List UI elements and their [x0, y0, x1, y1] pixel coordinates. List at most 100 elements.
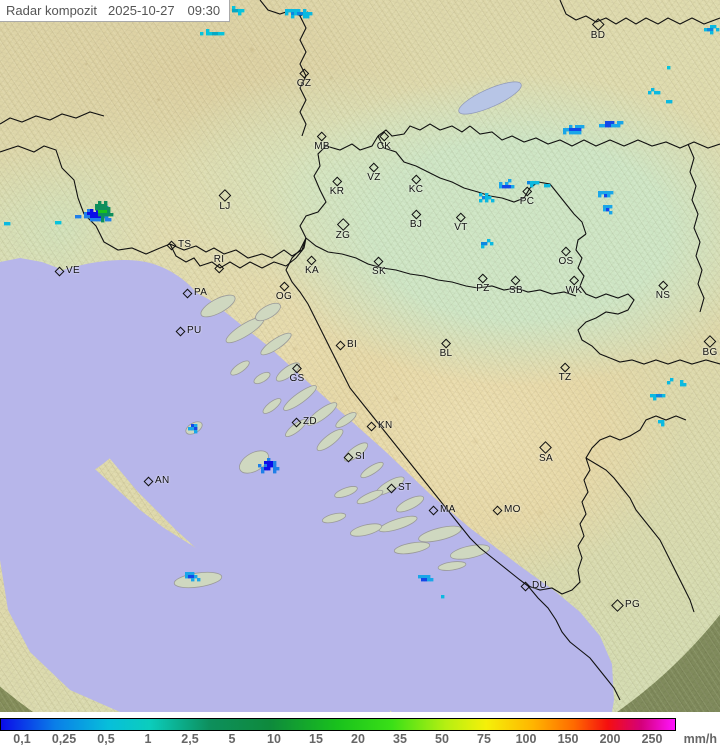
city-code-text: PA [194, 287, 208, 298]
city-code-text: TZ [558, 372, 572, 383]
title-bar: Radar kompozit 2025-10-27 09:30 [0, 0, 231, 22]
city-code-text: KR [329, 186, 345, 197]
city-label-sb[interactable]: SB [509, 275, 523, 296]
city-code-text: BJ [409, 219, 423, 230]
city-label-tz[interactable]: TZ [558, 362, 572, 383]
city-label-wk[interactable]: WK [565, 275, 583, 296]
city-marker-diamond-icon [369, 162, 379, 173]
radar-echo-cell [599, 121, 624, 128]
city-label-zd[interactable]: ZD [291, 417, 317, 427]
radar-echo-cell [55, 221, 62, 225]
city-label-du[interactable]: DU [520, 581, 547, 591]
city-marker-diamond-icon [428, 505, 439, 515]
radar-echo-layer [4, 6, 720, 599]
city-label-pz[interactable]: PZ [476, 273, 489, 294]
city-code-text: OG [275, 291, 293, 302]
city-label-vz[interactable]: VZ [367, 162, 380, 183]
city-label-pu[interactable]: PU [175, 326, 202, 336]
city-marker-diamond-icon [703, 335, 717, 348]
radar-echo-cell [258, 458, 280, 474]
city-label-kr[interactable]: KR [329, 176, 345, 197]
radar-echo-cell [285, 9, 313, 19]
city-marker-diamond-icon [299, 68, 309, 79]
city-label-sk[interactable]: SK [372, 256, 386, 277]
city-label-ma[interactable]: MA [428, 504, 456, 515]
city-code-text: VE [66, 265, 80, 276]
radar-echo-cell [704, 25, 720, 35]
city-label-si[interactable]: SI [343, 452, 365, 462]
radar-echo-cell [598, 191, 614, 198]
city-label-vt[interactable]: VT [454, 212, 467, 233]
legend-tick: 150 [557, 732, 579, 746]
city-marker-diamond-icon [175, 326, 186, 336]
legend-tick: 100 [515, 732, 537, 746]
radar-echo-cell [603, 205, 613, 215]
city-label-bd[interactable]: BD [591, 18, 606, 41]
city-label-ck[interactable]: CK [376, 131, 392, 152]
radar-echo-cell [667, 378, 674, 385]
city-label-bl[interactable]: BL [440, 338, 453, 359]
city-marker-diamond-icon [611, 598, 624, 612]
radar-echo-cell [648, 88, 661, 95]
city-code-text: MO [504, 504, 521, 515]
adriatic-sea [0, 81, 614, 712]
city-code-text: PC [519, 196, 535, 207]
city-marker-diamond-icon [658, 280, 668, 291]
city-label-ts[interactable]: TS [166, 240, 191, 250]
color-scale-bar [0, 718, 676, 731]
color-scale-gradient [1, 719, 675, 730]
city-marker-diamond-icon [143, 476, 154, 486]
radar-echo-cell [95, 201, 114, 223]
city-code-text: KC [408, 184, 424, 195]
city-code-text: SA [539, 453, 553, 464]
city-label-ri[interactable]: RI [214, 253, 225, 274]
city-label-os[interactable]: OS [558, 246, 573, 267]
city-label-lj[interactable]: LJ [218, 189, 232, 212]
city-label-ve[interactable]: VE [54, 265, 80, 276]
city-marker-diamond-icon [218, 189, 232, 202]
city-code-text: BI [347, 339, 358, 350]
city-code-text: WK [565, 285, 583, 296]
city-label-pg[interactable]: PG [611, 598, 641, 612]
city-code-text: SK [372, 266, 386, 277]
city-label-mo[interactable]: MO [492, 504, 521, 515]
city-label-bj[interactable]: BJ [409, 209, 423, 230]
city-label-sa[interactable]: SA [539, 441, 553, 464]
city-marker-diamond-icon [591, 18, 605, 31]
city-label-zg[interactable]: ZG [336, 218, 351, 241]
city-label-an[interactable]: AN [143, 476, 170, 486]
city-marker-diamond-icon [366, 421, 377, 431]
city-label-og[interactable]: OG [275, 281, 293, 302]
radar-echo-cell [563, 125, 585, 135]
city-label-pc[interactable]: PC [519, 186, 535, 207]
city-marker-diamond-icon [317, 131, 327, 142]
legend-tick: 10 [267, 732, 281, 746]
city-label-kc[interactable]: KC [408, 174, 424, 195]
legend-tick: 250 [641, 732, 663, 746]
city-label-mb[interactable]: MB [314, 131, 330, 152]
legend-bar: mm/h 0,1 0,25 0,5 1 2,5 5 10 15 20 35 50 75 100 150 20… [0, 712, 720, 751]
city-code-text: KA [305, 265, 319, 276]
city-label-pa[interactable]: PA [182, 287, 208, 298]
city-code-text: ST [398, 482, 412, 493]
city-label-ka[interactable]: KA [305, 255, 319, 276]
city-code-text: CK [376, 141, 392, 152]
city-marker-diamond-icon [214, 263, 224, 274]
city-label-st[interactable]: ST [386, 482, 412, 493]
city-label-gs[interactable]: GS [289, 363, 304, 384]
city-code-text: MA [440, 504, 456, 515]
legend-tick: 50 [435, 732, 449, 746]
radar-map[interactable]: GZ BD MB CK VZ LJ KR KC PC ZG BJ VT OS TS KA SK RI VE PA OG… [0, 0, 720, 712]
city-label-bi[interactable]: BI [335, 339, 358, 350]
city-marker-diamond-icon [54, 266, 65, 276]
city-label-ns[interactable]: NS [655, 280, 671, 301]
city-label-gz[interactable]: GZ [297, 68, 312, 89]
city-code-text: PG [625, 599, 641, 610]
radar-echo-cell [479, 193, 495, 203]
radar-echo-cell [185, 572, 201, 582]
radar-echo-cell [232, 6, 245, 16]
city-label-kn[interactable]: KN [366, 421, 393, 431]
legend-tick: 5 [228, 732, 236, 746]
city-label-bg[interactable]: BG [702, 335, 717, 358]
city-code-text: NS [655, 290, 671, 301]
